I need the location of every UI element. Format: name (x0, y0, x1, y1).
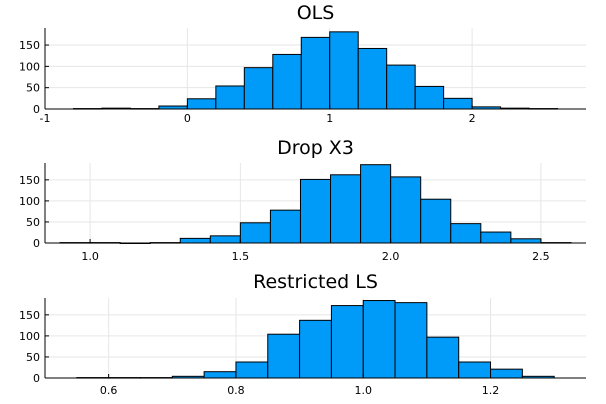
y-tick-label: 50 (26, 216, 40, 229)
x-tick-label: 0.8 (227, 384, 245, 397)
histogram-bar (414, 85, 445, 110)
y-tick-label: 150 (19, 309, 40, 322)
histogram-bar (269, 209, 301, 244)
x-tick-label: 1.0 (81, 250, 99, 263)
histogram-bar (458, 361, 492, 379)
chart-panel-3: 0.6 0.8 1.0 1.2 0 50 100 150 Restricted LS (19, 271, 586, 397)
histogram-bar (362, 300, 396, 379)
histogram-bar (329, 31, 359, 110)
histogram-bar (215, 85, 245, 110)
histogram-bar (443, 97, 473, 110)
histogram-bar (299, 319, 332, 379)
y-tick-label: 0 (33, 372, 40, 385)
x-tick-label: 2 (469, 112, 476, 125)
histogram-bar (235, 361, 269, 379)
histogram-bar (450, 223, 482, 244)
x-tick-label: 0.6 (100, 384, 118, 397)
histogram-bar (357, 47, 388, 110)
histogram-bar (480, 231, 512, 244)
histogram-bar (267, 333, 301, 379)
y-tick-label: 50 (26, 82, 40, 95)
histogram-bar (300, 36, 331, 110)
histogram-bar (426, 336, 460, 379)
y-tick-label: 100 (19, 60, 40, 73)
histogram-bar (209, 235, 241, 244)
x-tick-label: -1 (40, 112, 51, 125)
y-tick-label: 50 (26, 351, 40, 364)
y-tick-label: 0 (33, 103, 40, 116)
x-tick-label: 2.0 (382, 250, 400, 263)
chart-title: Restricted LS (253, 271, 378, 293)
histogram-bar (510, 238, 542, 244)
histogram-bar (239, 222, 271, 244)
histogram-bar (186, 98, 217, 110)
histogram-bar (330, 305, 364, 379)
x-tick-label: 2.5 (532, 250, 550, 263)
histogram-bar (243, 67, 274, 110)
y-tick-label: 0 (33, 237, 40, 250)
y-tick-label: 150 (19, 39, 40, 52)
histogram-bar (390, 176, 422, 244)
y-tick-label: 150 (19, 174, 40, 187)
x-tick-label: 1.5 (232, 250, 250, 263)
y-tick-label: 100 (19, 195, 40, 208)
histogram-bar (394, 302, 428, 379)
histogram-bar (179, 237, 211, 244)
histogram-bar (330, 174, 362, 244)
y-tick-label: 100 (19, 330, 40, 343)
chart-panel-2: 1.0 1.5 2.0 2.5 0 50 100 150 Drop X3 (19, 137, 586, 263)
x-tick-label: 1.0 (354, 384, 372, 397)
x-tick-label: 0 (184, 112, 191, 125)
histogram-bar (360, 164, 392, 244)
histogram-bar (272, 53, 302, 110)
histogram-bar (203, 371, 237, 379)
histogram-bar (420, 198, 452, 244)
histogram-bar (299, 178, 332, 244)
histogram-bar (386, 64, 416, 110)
chart-title: Drop X3 (277, 137, 354, 159)
x-tick-label: 1 (326, 112, 333, 125)
x-tick-label: 1.2 (482, 384, 500, 397)
histogram-bar (490, 368, 523, 379)
chart-title: OLS (297, 2, 335, 24)
